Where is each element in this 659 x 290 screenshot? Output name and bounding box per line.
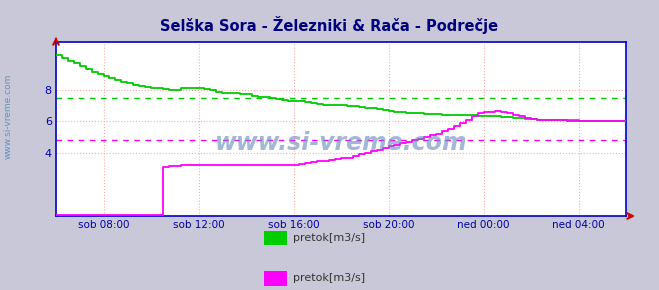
Text: www.si-vreme.com: www.si-vreme.com [215,131,467,155]
Text: www.si-vreme.com: www.si-vreme.com [3,73,13,159]
Text: pretok[m3/s]: pretok[m3/s] [293,233,365,243]
Text: pretok[m3/s]: pretok[m3/s] [293,273,365,283]
Text: Selška Sora - Železniki & Rača - Podrečje: Selška Sora - Železniki & Rača - Podrečj… [160,16,499,34]
